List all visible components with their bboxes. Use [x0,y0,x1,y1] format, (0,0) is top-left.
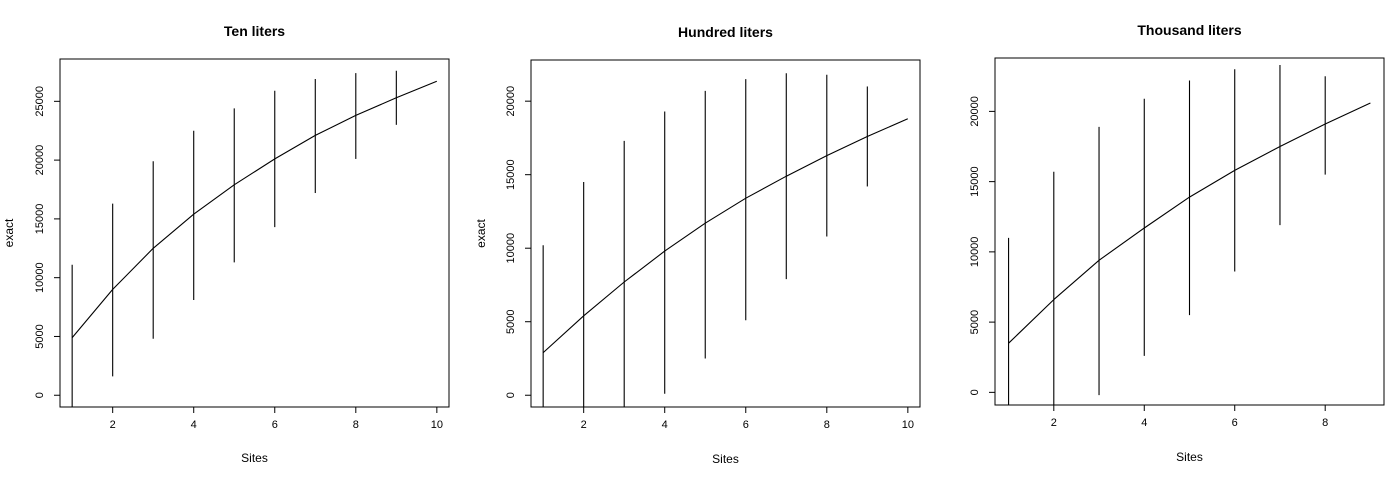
x-axis-label: Sites [1176,450,1203,464]
series-1 [1008,65,1371,405]
chart-title: Hundred liters [678,24,773,40]
panel-3: Thousand liters 2 4 6 8 0 5000 10000 15000 20000 S… [969,22,1385,464]
x-tick-label: 2 [110,419,116,431]
x-axis-label: Sites [712,452,739,466]
x-tick-label: 6 [272,419,278,431]
series-line [542,118,909,354]
chart-title: Thousand liters [1137,22,1241,38]
chart-title: Ten liters [224,23,285,39]
y-tick-label: 10000 [505,233,517,264]
y-tick-label: 10000 [34,262,46,293]
y-tick-label: 20000 [34,145,46,176]
panel-2: Hundred liters 2 4 6 8 10 0 5000 10000 15000 20000… [474,24,921,466]
x-tick-label: 6 [1232,417,1238,429]
series-line [71,80,438,338]
x-tick-label: 8 [824,419,830,431]
x-tick-label: 4 [191,419,197,431]
plot-frame [994,57,1385,406]
x-tick-label: 6 [743,419,749,431]
y-tick-label: 15000 [505,159,517,190]
series-1 [542,73,909,407]
series-line [1008,102,1371,344]
x-tick-label: 2 [1051,417,1057,429]
y-axis-label: exact [474,218,488,247]
plot-frame [59,58,450,408]
y-tick-label: 5000 [969,310,981,334]
y-axis-label: exact [2,218,16,247]
x-tick-label: 4 [1141,417,1147,429]
x-tick-label: 10 [431,419,443,431]
x-tick-label: 4 [662,419,668,431]
y-tick-label: 0 [505,392,517,398]
y-tick-label: 0 [969,389,981,395]
x-tick-label: 10 [902,419,914,431]
y-tick-label: 15000 [34,204,46,235]
y-tick-label: 20000 [969,96,981,127]
series-1 [71,70,438,407]
y-tick-label: 15000 [969,166,981,197]
y-tick-label: 10000 [969,237,981,268]
y-tick-label: 0 [34,392,46,398]
panel-1: Ten liters 2 4 6 8 10 0 5000 10000 15000 20000 2500… [2,23,450,465]
y-tick-label: 5000 [505,309,517,333]
y-tick-label: 25000 [34,86,46,117]
x-tick-label: 2 [581,419,587,431]
y-tick-label: 5000 [34,324,46,348]
x-tick-label: 8 [1322,417,1328,429]
x-axis-label: Sites [241,451,268,465]
y-tick-label: 20000 [505,86,517,117]
x-tick-label: 8 [353,419,359,431]
plot-frame [530,59,921,408]
